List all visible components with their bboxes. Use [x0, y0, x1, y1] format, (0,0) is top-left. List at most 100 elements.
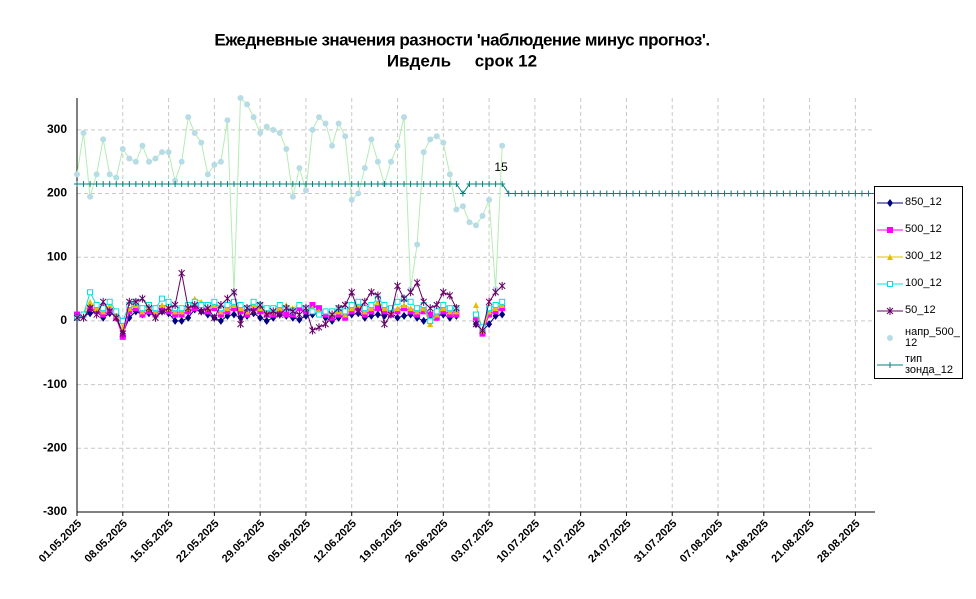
marker — [106, 298, 113, 305]
marker — [590, 190, 597, 197]
marker — [250, 307, 257, 316]
marker — [426, 304, 434, 313]
marker — [354, 307, 362, 316]
marker — [813, 190, 820, 197]
marker — [191, 180, 198, 187]
marker — [119, 180, 126, 187]
marker — [492, 288, 499, 297]
marker — [413, 278, 421, 287]
annotation: 15 — [494, 160, 508, 174]
marker — [113, 180, 120, 187]
marker — [198, 302, 205, 308]
marker — [178, 305, 185, 312]
marker — [263, 180, 270, 187]
marker — [211, 161, 218, 168]
marker — [132, 180, 139, 187]
marker — [126, 180, 133, 187]
marker — [283, 145, 290, 152]
marker — [793, 190, 800, 197]
x-tick-label: 21.08.2025 — [769, 518, 816, 565]
marker — [381, 305, 388, 312]
marker — [367, 288, 375, 297]
marker — [453, 206, 460, 213]
marker — [230, 310, 237, 319]
marker — [342, 311, 349, 318]
marker — [119, 145, 126, 152]
marker — [453, 311, 460, 318]
marker — [316, 311, 323, 318]
marker — [381, 320, 388, 329]
marker — [119, 329, 127, 338]
marker — [302, 187, 309, 194]
marker — [184, 304, 192, 313]
marker — [204, 171, 211, 178]
marker — [473, 314, 479, 321]
marker — [887, 253, 893, 260]
marker — [165, 180, 172, 187]
marker — [152, 305, 159, 312]
marker — [767, 190, 774, 197]
marker — [296, 302, 303, 308]
marker — [322, 308, 329, 315]
marker — [623, 190, 630, 197]
marker — [381, 180, 388, 187]
marker — [113, 308, 120, 315]
marker — [139, 180, 146, 187]
marker — [433, 308, 440, 315]
marker — [165, 149, 172, 156]
marker — [433, 133, 440, 140]
marker — [887, 334, 893, 341]
x-tick-label: 24.07.2025 — [586, 518, 633, 565]
marker — [87, 193, 94, 200]
marker — [433, 311, 440, 318]
marker — [178, 269, 186, 278]
marker — [348, 302, 355, 308]
marker — [439, 288, 447, 297]
marker — [675, 190, 682, 197]
marker — [283, 311, 290, 318]
marker — [492, 305, 499, 312]
marker — [224, 117, 231, 124]
marker — [257, 308, 264, 315]
marker — [211, 180, 218, 187]
marker — [845, 190, 852, 197]
marker — [256, 301, 264, 309]
marker — [276, 302, 283, 308]
marker — [165, 298, 172, 305]
marker — [427, 317, 434, 324]
marker — [341, 301, 349, 309]
marker — [132, 158, 139, 165]
marker — [446, 308, 453, 315]
marker — [230, 298, 237, 305]
marker — [643, 190, 650, 197]
marker — [374, 180, 381, 187]
legend-swatch — [887, 334, 893, 341]
marker — [263, 305, 270, 312]
marker — [230, 305, 237, 312]
marker — [348, 288, 356, 297]
marker — [172, 180, 179, 187]
marker — [473, 302, 479, 308]
marker — [688, 190, 695, 197]
marker — [492, 308, 499, 315]
marker — [172, 177, 179, 184]
marker — [887, 198, 893, 207]
marker — [244, 311, 251, 318]
marker — [93, 180, 100, 187]
marker — [126, 155, 133, 162]
marker — [473, 311, 479, 318]
marker — [159, 180, 166, 187]
marker — [322, 180, 329, 187]
marker — [368, 180, 375, 187]
marker — [230, 180, 237, 187]
marker — [106, 180, 113, 187]
marker — [728, 190, 735, 197]
chart-title: Ежедневные значения разности 'наблюдение… — [214, 30, 709, 49]
legend-entry: 100_12 — [875, 270, 962, 297]
marker — [322, 320, 329, 329]
marker — [100, 136, 107, 143]
marker — [715, 190, 722, 197]
legend-label: 100_12 — [905, 277, 942, 289]
marker — [276, 130, 283, 137]
